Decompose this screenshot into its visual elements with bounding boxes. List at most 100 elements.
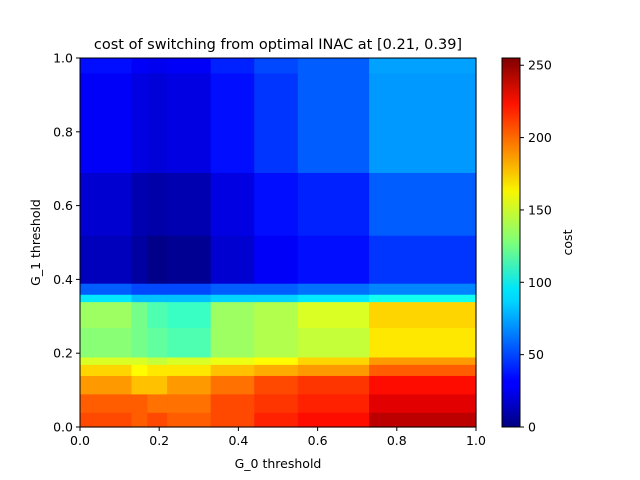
heatmap-cell bbox=[131, 364, 148, 376]
x-tick-label: 0.2 bbox=[149, 433, 169, 448]
heatmap-cell bbox=[131, 393, 148, 413]
colorbar-tick-label: 0 bbox=[528, 420, 536, 435]
heatmap-cell bbox=[254, 412, 299, 428]
heatmap-cell bbox=[167, 283, 212, 295]
x-tick-label: 0.0 bbox=[70, 433, 90, 448]
heatmap-cell bbox=[167, 412, 212, 428]
heatmap-cell bbox=[131, 327, 148, 358]
heatmap-cell bbox=[297, 235, 370, 284]
heatmap-cell bbox=[167, 356, 212, 365]
heatmap-cell bbox=[80, 58, 133, 74]
heatmap-cell bbox=[254, 294, 299, 303]
heatmap-cell bbox=[254, 58, 299, 74]
heatmap-cell bbox=[254, 356, 299, 365]
heatmap-cell bbox=[254, 375, 299, 395]
heatmap-cell bbox=[131, 356, 148, 365]
heatmap-cell bbox=[147, 393, 168, 413]
heatmap-cell bbox=[131, 294, 148, 303]
y-tick-label: 0.4 bbox=[53, 272, 73, 287]
heatmap-cell bbox=[369, 172, 477, 236]
colorbar-tick-label: 250 bbox=[528, 58, 552, 73]
heatmap-cell bbox=[80, 301, 133, 328]
heatmap-cell bbox=[297, 301, 370, 328]
heatmap-cell bbox=[297, 364, 370, 376]
colorbar-label: cost bbox=[560, 229, 575, 255]
heatmap-cell bbox=[210, 283, 255, 295]
plot-frame bbox=[79, 57, 477, 428]
heatmap-cell bbox=[210, 235, 255, 284]
heatmap-cell bbox=[80, 356, 133, 365]
heatmap-cell bbox=[167, 375, 212, 395]
heatmap-cell bbox=[147, 375, 168, 395]
heatmap-cell bbox=[210, 301, 255, 328]
heatmap-cell bbox=[254, 172, 299, 236]
heatmap-cell bbox=[369, 294, 477, 303]
x-axis: 0.0 0.2 0.4 0.6 0.8 1.0 bbox=[70, 427, 486, 448]
y-axis-label: G_1 threshold bbox=[28, 199, 43, 286]
heatmap-cell bbox=[131, 72, 148, 173]
x-tick-label: 1.0 bbox=[466, 433, 486, 448]
heatmap-cell bbox=[297, 58, 370, 74]
heatmap-cells bbox=[80, 58, 477, 428]
heatmap-cell bbox=[147, 301, 168, 328]
heatmap-cell bbox=[369, 327, 477, 358]
heatmap-cell bbox=[254, 327, 299, 358]
heatmap-cell bbox=[80, 327, 133, 358]
heatmap-cell bbox=[147, 412, 168, 428]
heatmap-cell bbox=[210, 375, 255, 395]
y-tick-label: 0.6 bbox=[53, 198, 73, 213]
heatmap-cell bbox=[210, 72, 255, 173]
heatmap-cell bbox=[80, 364, 133, 376]
heatmap-cell bbox=[210, 364, 255, 376]
heatmap-cell bbox=[297, 393, 370, 413]
heatmap-cell bbox=[147, 58, 168, 74]
heatmap-cell bbox=[147, 172, 168, 236]
heatmap-cell bbox=[147, 235, 168, 284]
heatmap-cell bbox=[147, 294, 168, 303]
heatmap-cell bbox=[131, 301, 148, 328]
heatmap-cell bbox=[297, 72, 370, 173]
x-tick-label: 0.4 bbox=[228, 433, 248, 448]
heatmap-cell bbox=[369, 58, 477, 74]
heatmap-cell bbox=[80, 412, 133, 428]
colorbar bbox=[501, 57, 521, 428]
heatmap-cell bbox=[210, 412, 255, 428]
heatmap-cell bbox=[369, 364, 477, 376]
heatmap-cell bbox=[210, 356, 255, 365]
heatmap-cell bbox=[254, 301, 299, 328]
x-axis-label: G_0 threshold bbox=[235, 456, 322, 471]
heatmap-cell bbox=[147, 364, 168, 376]
heatmap-cell bbox=[80, 172, 133, 236]
heatmap-cell bbox=[254, 364, 299, 376]
heatmap-cell bbox=[254, 393, 299, 413]
heatmap-cell bbox=[131, 172, 148, 236]
colorbar-axis: 0 50 100 150 200 250 bbox=[520, 58, 552, 435]
y-tick-label: 0.2 bbox=[53, 346, 73, 361]
chart-title: cost of switching from optimal INAC at [… bbox=[94, 37, 462, 53]
heatmap-cell bbox=[147, 356, 168, 365]
colorbar-tick-label: 50 bbox=[528, 347, 544, 362]
heatmap-cell bbox=[167, 327, 212, 358]
heatmap-cell bbox=[80, 72, 133, 173]
colorbar-tick-label: 200 bbox=[528, 130, 552, 145]
y-tick-label: 1.0 bbox=[53, 51, 73, 66]
heatmap-cell bbox=[131, 283, 148, 295]
heatmap-cell bbox=[254, 235, 299, 284]
heatmap-cell bbox=[167, 235, 212, 284]
colorbar-tick-label: 100 bbox=[528, 275, 552, 290]
heatmap-cell bbox=[80, 235, 133, 284]
y-tick-label: 0.0 bbox=[53, 420, 73, 435]
heatmap-cell bbox=[131, 412, 148, 428]
heatmap-cell bbox=[369, 412, 477, 428]
heatmap-cell bbox=[147, 283, 168, 295]
heatmap-cell bbox=[369, 356, 477, 365]
colorbar-tick-label: 150 bbox=[528, 202, 552, 217]
heatmap-cell bbox=[297, 172, 370, 236]
heatmap-cell bbox=[254, 72, 299, 173]
heatmap-cell bbox=[210, 327, 255, 358]
x-tick-label: 0.8 bbox=[387, 433, 407, 448]
heatmap-cell bbox=[147, 327, 168, 358]
heatmap-cell bbox=[297, 375, 370, 395]
x-tick-label: 0.6 bbox=[308, 433, 328, 448]
